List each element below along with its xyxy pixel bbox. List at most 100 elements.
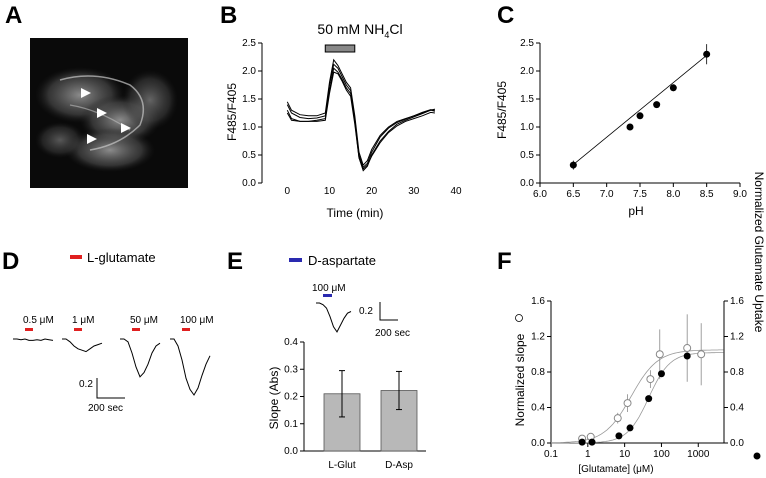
chart-c-data-point	[569, 161, 577, 169]
arrowhead-icon	[81, 88, 91, 98]
chart-f-filled-point	[657, 370, 665, 378]
chart-b-y-tick-label: 1.5	[242, 94, 256, 105]
chart-f-xlabel: [Glutamate] (μM)	[578, 464, 653, 475]
panel-letter-b: B	[220, 2, 238, 29]
chart-f-y-tick-label-right: 1.2	[730, 332, 744, 343]
chart-e-inset-label: 100 μM	[312, 283, 346, 294]
chart-d-trace-label: 100 μM	[180, 315, 214, 326]
chart-e-y-tick-label: 0.4	[284, 337, 298, 348]
chart-b-y-tick-label: 2.5	[242, 38, 256, 49]
chart-d-scale-y-label: 0.2	[79, 379, 93, 390]
panel-letter-c: C	[497, 2, 515, 29]
chart-f-ylabel-right: Normalized Glutamate Uptake	[752, 172, 766, 333]
chart-d-trace	[120, 338, 161, 378]
chart-d-trace	[62, 338, 103, 353]
chart-b-xlabel: Time (min)	[327, 206, 384, 220]
chart-e-title: D-aspartate	[308, 253, 376, 268]
d-aspartate-legend-bar	[289, 258, 302, 262]
chart-d: L-glutamate 0.2 200 sec 0.5 μM 1 μM 50 μM 1…	[13, 250, 214, 414]
chart-e: D-aspartate 100 μM 0.2 200 sec Slope (Ab…	[267, 253, 426, 471]
chart-c-data-point	[636, 112, 644, 120]
chart-f-open-point	[683, 344, 692, 353]
chart-b-x-tick-label: 0	[285, 186, 291, 197]
chart-f-x-tick-label: 10	[619, 449, 631, 460]
chart-f-filled-point	[626, 424, 634, 432]
chart-e-inset-trace	[316, 302, 352, 333]
chart-b-ylabel: F485/F405	[225, 83, 239, 141]
chart-e-ylabel: Slope (Abs)	[267, 367, 281, 430]
chart-c-y-tick-label: 2.0	[520, 66, 534, 77]
chart-f-ylabel-left: Normalized slope	[513, 333, 527, 426]
chart-d-trace-label: 0.5 μM	[23, 315, 54, 326]
chart-f-y-tick-label-left: 0.4	[531, 403, 545, 414]
stimulus-bar	[25, 328, 33, 331]
chart-b-title: 50 mM NH4Cl	[317, 21, 402, 40]
chart-f-filled-point	[645, 395, 653, 403]
chart-d-scale-x-label: 200 sec	[88, 403, 123, 414]
chart-c-data-point	[653, 101, 661, 109]
chart-f-open-point	[697, 350, 706, 359]
chart-f-open-point	[613, 414, 622, 423]
chart-c-x-tick-label: 9.0	[733, 189, 747, 200]
l-glutamate-legend-bar	[70, 255, 82, 259]
chart-c-y-tick-label: 0.0	[520, 178, 534, 189]
chart-f-y-tick-label-right: 1.6	[730, 296, 744, 307]
panel-letter-a: A	[5, 2, 23, 29]
chart-e-category-label: D-Asp	[385, 460, 413, 471]
chart-c-x-tick-label: 6.0	[533, 189, 547, 200]
panel-a-micrograph	[30, 38, 188, 188]
chart-d-trace-label: 1 μM	[72, 315, 94, 326]
chart-f-x-tick-label: 1000	[687, 449, 710, 460]
chart-b-series-line	[286, 58, 436, 167]
stimulus-bar	[74, 328, 82, 331]
chart-c-xlabel: pH	[628, 204, 643, 218]
chart-e-y-tick-label: 0.1	[284, 419, 298, 430]
filled-circle-marker-icon	[753, 452, 761, 460]
chart-c-y-tick-label: 0.5	[520, 150, 534, 161]
chart-e-y-tick-label: 0.3	[284, 364, 298, 375]
chart-e-inset-scale-x: 200 sec	[375, 328, 410, 339]
chart-c-y-tick-label: 1.0	[520, 122, 534, 133]
chart-c-x-tick-label: 7.5	[633, 189, 647, 200]
chart-e-y-tick-label: 0.2	[284, 392, 298, 403]
chart-f-y-tick-label-right: 0.4	[730, 403, 744, 414]
chart-f-fit-curve	[550, 349, 724, 444]
chart-c-data-point	[626, 123, 634, 131]
chart-b-y-tick-label: 0.0	[242, 178, 256, 189]
chart-b-x-tick-label: 30	[408, 186, 420, 197]
arrowhead-icon	[121, 123, 131, 133]
chart-f-open-point	[655, 350, 664, 359]
stimulus-bar	[182, 328, 190, 331]
chart-f-filled-point	[615, 432, 623, 440]
chart-f-y-tick-label-left: 0.8	[531, 367, 545, 378]
panel-letter-f: F	[497, 248, 512, 275]
chart-b-y-tick-label: 0.5	[242, 150, 256, 161]
chart-c-data-point	[669, 84, 677, 92]
chart-c-x-tick-label: 7.0	[600, 189, 614, 200]
chart-b-x-tick-label: 20	[366, 186, 378, 197]
stimulus-bar	[132, 328, 140, 331]
chart-d-trace-label: 50 μM	[130, 315, 158, 326]
chart-f-fit-curve	[551, 352, 724, 444]
panel-letter-d: D	[2, 248, 20, 275]
chart-c-ylabel: F485/F405	[495, 81, 509, 139]
chart-b-x-tick-label: 40	[450, 186, 462, 197]
chart-f: [Glutamate] (μM) Normalized slope Normal…	[513, 172, 766, 475]
chart-b-series-line	[286, 71, 435, 170]
chart-f-y-tick-label-right: 0.0	[730, 438, 744, 449]
chart-b-x-tick-label: 10	[324, 186, 336, 197]
open-circle-marker-icon	[515, 314, 523, 322]
chart-f-y-tick-label-left: 0.0	[531, 438, 545, 449]
chart-c-fit-line	[573, 55, 707, 165]
chart-f-filled-point	[588, 438, 596, 446]
chart-f-open-point	[623, 399, 632, 408]
chart-d-scale-bar	[96, 378, 125, 399]
chart-f-y-tick-label-left: 1.6	[531, 296, 545, 307]
arrowhead-icon	[97, 108, 107, 118]
chart-e-category-label: L-Glut	[328, 460, 355, 471]
chart-c-x-tick-label: 8.5	[700, 189, 714, 200]
chart-e-inset-scale-y: 0.2	[359, 306, 373, 317]
chart-b-y-tick-label: 1.0	[242, 122, 256, 133]
chart-f-filled-point	[578, 438, 586, 446]
